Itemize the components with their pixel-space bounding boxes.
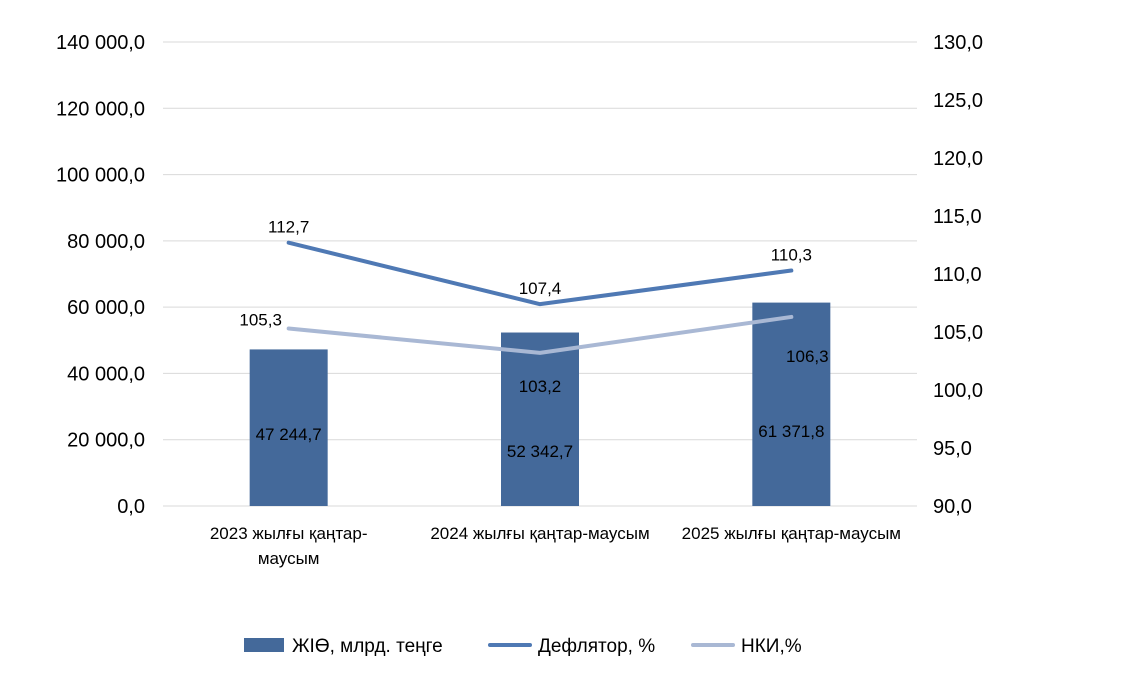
left-axis-tick-label: 100 000,0	[56, 165, 145, 187]
deflator-data-label: 107,4	[519, 279, 562, 298]
category-label: 2024 жылғы қаңтар-маусым	[430, 524, 649, 543]
data-labels: 47 244,7 52 342,7 61 371,8 112,7 107,4 110,3 1…	[239, 218, 828, 461]
left-axis-tick-label: 0,0	[117, 496, 145, 518]
category-axis: 2023 жылғы қаңтар-маусым 2024 жылғы қаңта…	[210, 524, 901, 568]
legend-label: Дефлятор, %	[538, 636, 655, 657]
cpi-data-label: 106,3	[786, 347, 829, 366]
bar-data-label: 47 244,7	[256, 425, 322, 444]
deflator-data-label: 110,3	[771, 246, 812, 265]
left-axis-tick-label: 140 000,0	[56, 32, 145, 54]
left-axis: 0,0 20 000,0 40 000,0 60 000,0 80 000,0 100 0…	[56, 32, 145, 518]
legend: ЖІӨ, млрд. теңге Дефлятор, % НКИ,%	[244, 636, 802, 657]
right-axis-tick-label: 125,0	[933, 90, 983, 112]
right-axis-tick-label: 95,0	[933, 438, 972, 460]
bar	[501, 332, 579, 506]
category-label: 2025 жылғы қаңтар-маусым	[682, 524, 901, 543]
left-axis-tick-label: 20 000,0	[67, 430, 145, 452]
right-axis-tick-label: 115,0	[933, 206, 982, 228]
bar	[752, 302, 831, 506]
right-axis-tick-label: 105,0	[933, 322, 983, 344]
right-axis-tick-label: 90,0	[933, 496, 972, 518]
category-label: маусым	[258, 549, 320, 568]
left-axis-tick-label: 60 000,0	[67, 297, 145, 319]
bar-data-label: 52 342,7	[507, 442, 573, 461]
legend-label: НКИ,%	[741, 636, 802, 657]
bar	[249, 349, 328, 506]
right-axis-tick-label: 100,0	[933, 380, 983, 402]
right-axis: 90,0 95,0 100,0 105,0 110,0 115,0 120,0 125,0 13…	[933, 32, 983, 518]
series-line	[286, 314, 794, 355]
right-axis-tick-label: 130,0	[933, 32, 983, 54]
right-axis-tick-label: 110,0	[933, 264, 982, 286]
line-series	[286, 240, 794, 355]
cpi-data-label: 105,3	[239, 311, 282, 330]
left-axis-tick-label: 120 000,0	[56, 98, 145, 120]
bar-data-label: 61 371,8	[758, 422, 824, 441]
legend-label: ЖІӨ, млрд. теңге	[292, 636, 443, 657]
category-label: 2023 жылғы қаңтар-	[210, 524, 368, 543]
deflator-data-label: 112,7	[268, 218, 309, 237]
left-axis-tick-label: 40 000,0	[67, 363, 145, 385]
left-axis-tick-label: 80 000,0	[67, 231, 145, 253]
cpi-data-label: 103,2	[519, 377, 562, 396]
series-line	[286, 240, 794, 307]
right-axis-tick-label: 120,0	[933, 148, 983, 170]
legend-swatch-bar	[244, 638, 284, 652]
bar-series	[249, 302, 831, 506]
